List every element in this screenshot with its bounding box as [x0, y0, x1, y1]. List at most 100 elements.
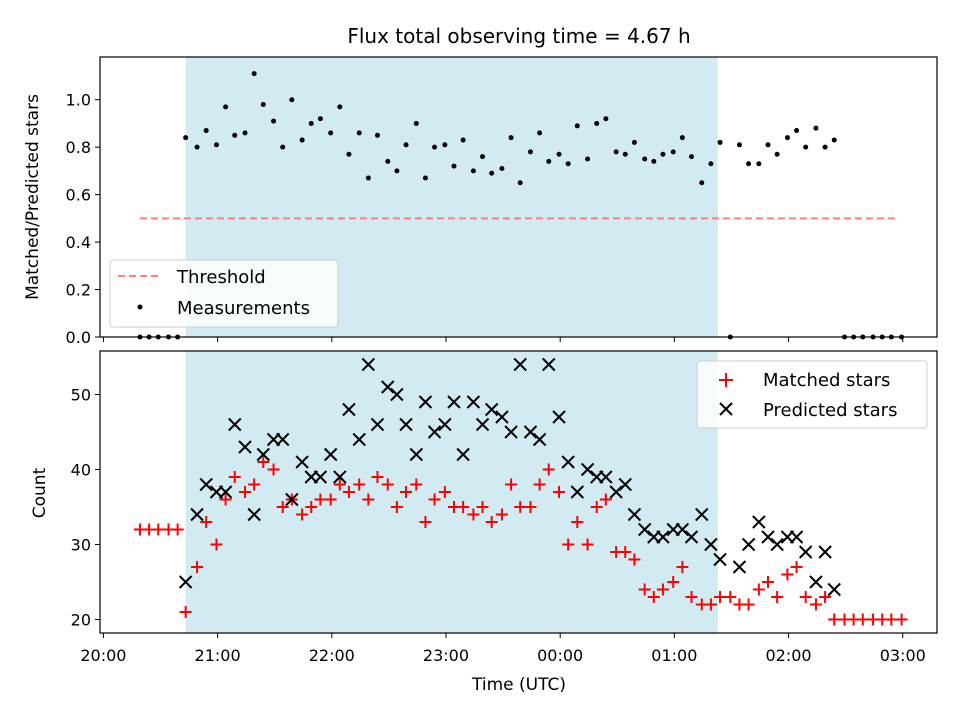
matched-star-point — [239, 486, 252, 498]
measurement-point — [289, 97, 295, 103]
matched-star-point — [314, 493, 327, 506]
top-legend-threshold-label: Threshold — [176, 267, 266, 288]
measurement-point — [460, 137, 466, 143]
matched-star-point — [704, 598, 717, 611]
matched-star-point — [571, 516, 584, 528]
measurement-point — [688, 154, 694, 160]
matched-star-point — [495, 508, 508, 521]
predicted-star-point — [256, 447, 270, 462]
matched-star-point — [257, 456, 270, 468]
matched-star-point — [200, 516, 213, 528]
measurement-point — [480, 154, 486, 160]
matched-star-point — [752, 583, 765, 596]
top-ytick-label: 1.0 — [66, 91, 91, 110]
matched-star-point — [714, 591, 727, 603]
predicted-star-point — [704, 537, 718, 552]
measurement-point — [565, 161, 571, 167]
measurement-point — [280, 144, 286, 150]
top-ytick-label: 0.4 — [66, 233, 91, 252]
measurement-point — [203, 128, 209, 134]
matched-star-point — [619, 546, 632, 558]
measurement-point — [403, 142, 409, 148]
bottom-ytick-label: 40 — [71, 461, 91, 480]
predicted-star-point — [228, 417, 242, 432]
measurement-point — [756, 161, 762, 167]
measurement-point — [527, 149, 533, 155]
predicted-star-point — [333, 470, 347, 484]
predicted-star-point — [609, 485, 623, 499]
predicted-star-point — [599, 470, 613, 484]
predicted-star-point — [313, 470, 328, 484]
matched-star-point — [485, 516, 498, 528]
measurement-point — [717, 139, 723, 145]
measurement-point — [574, 123, 580, 129]
bottom-panel: 20 30 40 50 20:00 21:00 22:00 23:00 00:00 01:00 0… — [30, 337, 938, 695]
measurement-point — [546, 158, 552, 164]
bottom-legend-matched-swatch — [719, 373, 733, 387]
measurement-point — [651, 158, 657, 164]
matched-star-point — [210, 538, 223, 551]
matched-star-point — [638, 583, 651, 596]
bottom-legend: Matched stars Predicted stars — [696, 360, 928, 429]
predicted-star-point — [523, 425, 538, 439]
measurement-point — [328, 130, 334, 136]
measurement-point — [470, 168, 476, 174]
predicted-star-point — [504, 425, 518, 439]
predicted-star-point — [741, 537, 756, 552]
matched-star-point — [885, 613, 898, 626]
measurement-point — [442, 142, 448, 148]
measurement-point — [784, 135, 790, 141]
matched-star-point — [553, 486, 566, 498]
matched-star-point — [628, 553, 641, 566]
measurement-point — [385, 158, 391, 164]
measurement-point — [232, 132, 238, 138]
predicted-star-point — [295, 455, 309, 469]
predicted-star-point — [438, 417, 452, 432]
measurement-point — [183, 135, 189, 141]
measurement-point — [794, 128, 800, 134]
measurement-point — [260, 101, 266, 107]
predicted-star-point — [495, 410, 509, 424]
predicted-star-point — [809, 575, 823, 589]
xtick-label: 03:00 — [880, 646, 926, 665]
matched-star-point — [809, 598, 822, 611]
matched-star-point — [410, 478, 423, 491]
matched-star-point — [305, 501, 318, 513]
matched-star-point — [590, 501, 603, 513]
predicted-star-point — [352, 432, 366, 447]
predicted-star-point — [427, 425, 442, 439]
xtick-label: 02:00 — [766, 646, 812, 665]
xtick-label: 00:00 — [537, 646, 583, 665]
top-ytick-label: 0.0 — [66, 328, 91, 347]
measurement-point — [642, 156, 648, 162]
predicted-star-point — [789, 530, 804, 544]
top-legend-measurements-swatch — [137, 304, 143, 310]
measurement-point — [803, 144, 809, 150]
matched-star-point — [562, 538, 575, 551]
matched-star-point — [771, 591, 784, 603]
measurement-point — [774, 151, 780, 157]
measurement-point — [194, 144, 200, 150]
predicted-star-point — [178, 575, 193, 589]
matched-star-point — [762, 576, 775, 588]
predicted-star-point — [580, 462, 595, 477]
bottom-legend-box — [696, 360, 928, 429]
bottom-ytick-label: 50 — [71, 386, 91, 405]
matched-star-point — [856, 613, 869, 626]
matched-star-point — [428, 493, 441, 506]
matched-star-point — [533, 478, 546, 491]
predicted-star-point — [513, 357, 527, 372]
predicted-star-point — [552, 410, 566, 424]
top-ytick-label: 0.6 — [66, 186, 91, 205]
predicted-star-point — [418, 395, 433, 409]
matched-star-point — [438, 486, 451, 498]
matched-star-point — [599, 493, 612, 506]
predicted-star-point — [532, 432, 547, 447]
predicted-star-point — [818, 545, 832, 559]
xtick-label: 21:00 — [195, 646, 241, 665]
matched-star-point — [581, 538, 594, 551]
xtick-label: 01:00 — [651, 646, 697, 665]
predicted-star-point — [732, 560, 747, 574]
predicted-star-point — [656, 530, 670, 544]
